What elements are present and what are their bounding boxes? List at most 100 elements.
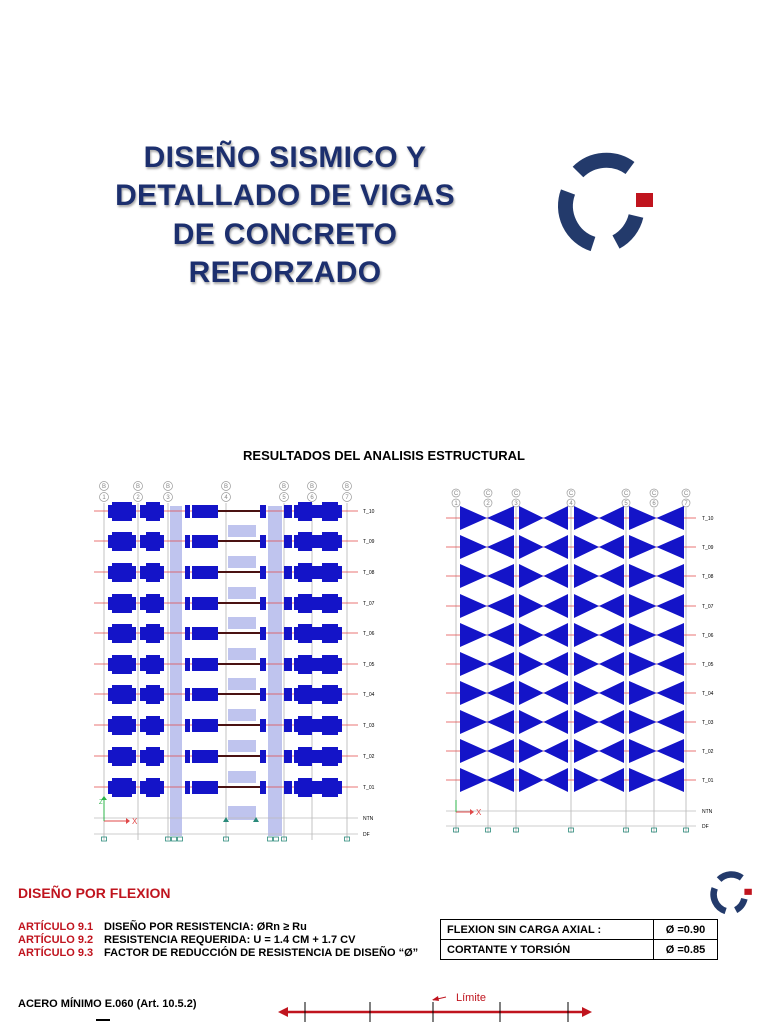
min-steel-heading: ACERO MÍNIMO E.060 (Art. 10.5.2): [18, 998, 197, 1010]
flexion-heading: DISEÑO POR FLEXION: [18, 885, 171, 901]
moment-block: [284, 627, 292, 640]
logo-icon: [557, 152, 653, 252]
wall-band: [170, 506, 182, 836]
shear-shape: [460, 768, 514, 792]
level-label: T_08: [702, 574, 714, 580]
support: [273, 836, 279, 842]
level-label: DF: [363, 832, 370, 838]
moment-block: [284, 658, 292, 671]
shear-shape: [519, 564, 568, 588]
level-label: T_04: [363, 692, 375, 698]
support: [453, 827, 459, 833]
moment-block: [322, 532, 338, 551]
grid-label: B: [166, 484, 170, 490]
slab-panel: [228, 678, 256, 690]
moment-block: [322, 594, 338, 613]
grid-bubble: [483, 498, 493, 508]
shear-shape: [574, 768, 624, 792]
title-line-4: REFORZADO: [188, 256, 382, 289]
grid-label: C: [652, 491, 657, 497]
moment-diagram: B 1 B 2 B 3 B 4 B 5 B 6 B 7 T_10 T_09 T_08 T_07 T_06 T_05 T_…: [94, 481, 375, 842]
shear-shape: [629, 535, 684, 559]
grid-number: 2: [136, 495, 140, 501]
moment-block: [185, 535, 190, 548]
slab-panel: [228, 740, 256, 752]
grid-label: C: [454, 491, 459, 497]
moment-block: [185, 566, 190, 579]
slab-panel: [228, 771, 256, 783]
moment-block: [260, 627, 266, 640]
grid-bubble: [681, 488, 691, 498]
shear-shape: [574, 710, 624, 734]
min-steel-mark: [96, 1019, 110, 1021]
moment-block: [112, 624, 132, 643]
shear-shape: [519, 768, 568, 792]
article-text: FACTOR DE REDUCCIÓN DE RESISTENCIA DE DI…: [104, 947, 419, 959]
support: [223, 817, 229, 822]
shear-shape: [519, 652, 568, 676]
limit-label: Límite: [456, 992, 486, 1004]
x-axis-arrow: [470, 809, 474, 815]
moment-block: [298, 685, 312, 704]
moment-block: [146, 716, 160, 735]
grid-bubble: [99, 481, 109, 491]
grid-number: 2: [486, 501, 490, 507]
level-label: NTN: [363, 816, 374, 822]
title-line-1: DISEÑO SISMICO Y: [143, 141, 427, 174]
grid-bubble: [163, 492, 173, 502]
grid-number: 4: [224, 495, 228, 501]
moment-block: [185, 750, 190, 763]
grid-number: 3: [166, 495, 170, 501]
factor-label: FLEXION SIN CARGA AXIAL :: [440, 919, 654, 940]
shear-shape: [519, 623, 568, 647]
factor-label: CORTANTE Y TORSIÓN: [440, 939, 654, 960]
moment-block: [284, 597, 292, 610]
level-label: T_01: [702, 778, 714, 784]
shear-shape: [629, 564, 684, 588]
moment-block: [284, 566, 292, 579]
grid-bubble: [451, 498, 461, 508]
slab-panel: [228, 525, 256, 537]
shear-shape: [460, 652, 514, 676]
grid-number: 1: [454, 501, 458, 507]
article-text: RESISTENCIA REQUERIDA: U = 1.4 CM + 1.7 …: [104, 934, 356, 946]
moment-block: [298, 532, 312, 551]
x-axis-arrow: [126, 818, 130, 824]
grid-bubble: [133, 492, 143, 502]
shear-shape: [629, 710, 684, 734]
moment-block: [298, 563, 312, 582]
grid-label: C: [486, 491, 491, 497]
level-label: T_05: [702, 662, 714, 668]
grid-number: 7: [345, 495, 349, 501]
support: [623, 827, 629, 833]
slab-panel: [228, 617, 256, 629]
moment-block: [322, 655, 338, 674]
level-label: T_03: [363, 723, 375, 729]
factor-value: Ø =0.90: [653, 919, 718, 940]
moment-block: [322, 685, 338, 704]
moment-block: [192, 597, 218, 610]
moment-block: [192, 566, 218, 579]
level-label: T_05: [363, 662, 375, 668]
moment-block: [284, 505, 292, 518]
moment-block: [146, 594, 160, 613]
grid-bubble: [566, 488, 576, 498]
axis-z-label: Z: [99, 800, 103, 806]
level-label: T_06: [702, 633, 714, 639]
moment-block: [146, 685, 160, 704]
shear-shape: [460, 506, 514, 530]
slab-panel: [228, 709, 256, 721]
moment-block: [185, 781, 190, 794]
shear-shape: [574, 594, 624, 618]
support: [171, 836, 177, 842]
shear-shape: [629, 768, 684, 792]
article-text: DISEÑO POR RESISTENCIA: ØRn ≥ Ru: [104, 921, 307, 933]
grid-bubble: [342, 492, 352, 502]
shear-shape: [519, 681, 568, 705]
article-9-2: ARTÍCULO 9.2 RESISTENCIA REQUERIDA: U = 1…: [18, 934, 355, 946]
grid-number: 4: [569, 501, 573, 507]
small-logo-icon: [710, 871, 752, 915]
moment-block: [298, 655, 312, 674]
moment-block: [260, 535, 266, 548]
axis-x-label: X: [476, 808, 482, 817]
